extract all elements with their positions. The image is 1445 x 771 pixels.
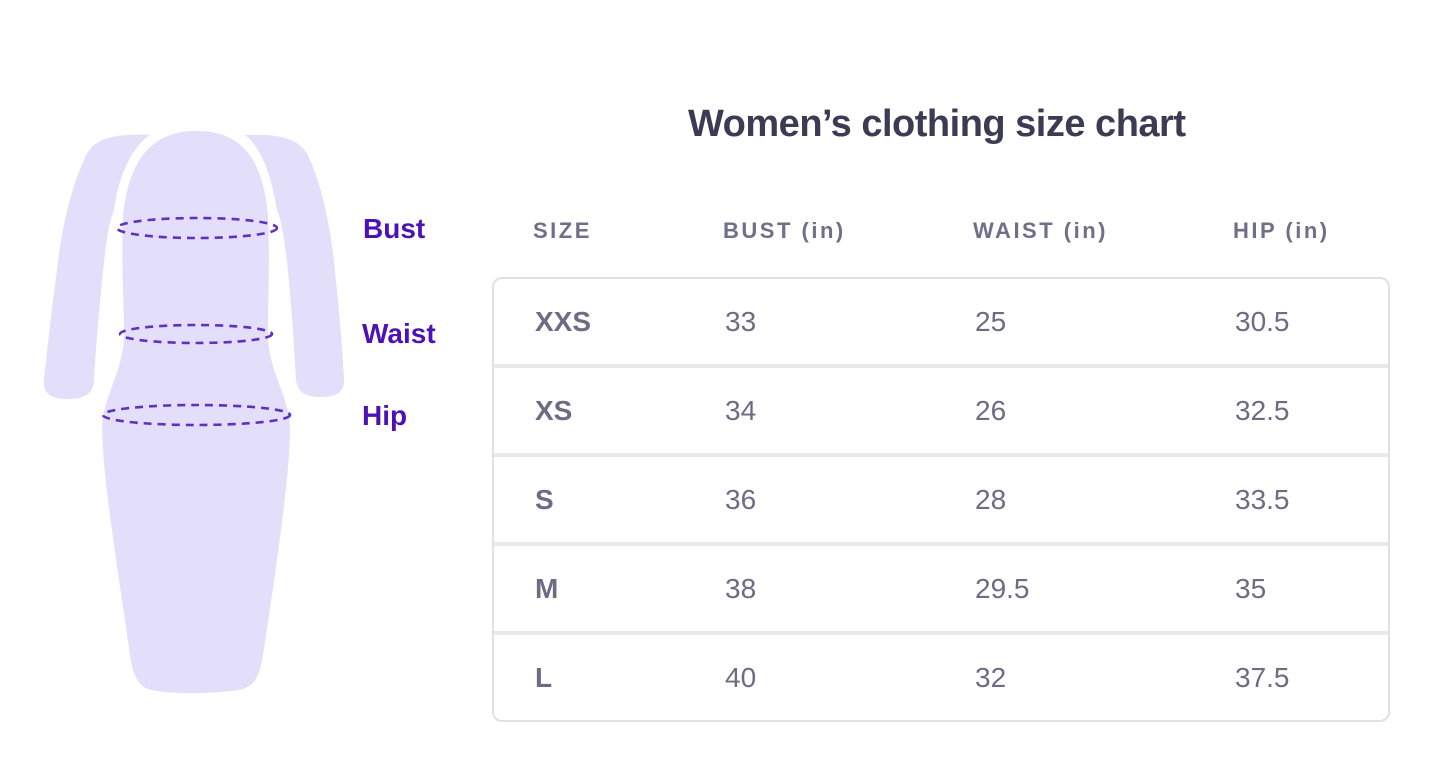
bust-cell: 40 <box>725 661 757 693</box>
table-row: XS 34 26 32.5 <box>494 368 1388 453</box>
waist-cell: 25 <box>975 305 1007 337</box>
hip-cell: 33.5 <box>1235 483 1290 515</box>
table-row: M 38 29.5 35 <box>494 546 1388 631</box>
bust-cell: 34 <box>725 394 757 426</box>
column-header-waist: WAIST (in) <box>973 218 1108 243</box>
column-header-size: SIZE <box>533 218 592 243</box>
page-title: Women’s clothing size chart <box>688 103 1186 145</box>
hip-cell: 37.5 <box>1235 661 1290 693</box>
waist-cell: 26 <box>975 394 1007 426</box>
column-header-hip: HIP (in) <box>1233 218 1330 243</box>
dress-body <box>102 131 290 693</box>
hip-cell: 30.5 <box>1235 305 1290 337</box>
table-column-headers: SIZE BUST (in) WAIST (in) HIP (in) <box>492 218 1390 244</box>
bust-cell: 33 <box>725 305 757 337</box>
table-row: L 40 32 37.5 <box>494 635 1388 720</box>
size-cell: M <box>535 572 559 604</box>
waist-cell: 29.5 <box>975 572 1030 604</box>
table-row: XXS 33 25 30.5 <box>494 279 1388 364</box>
bust-cell: 38 <box>725 572 757 604</box>
dress-left-sleeve <box>43 134 151 399</box>
dress-illustration <box>43 131 345 693</box>
dress-right-sleeve <box>245 134 345 397</box>
waist-cell: 32 <box>975 661 1007 693</box>
hip-label: Hip <box>362 400 408 431</box>
waist-cell: 28 <box>975 483 1007 515</box>
size-table: XXS 33 25 30.5 XS 34 26 32.5 S 36 28 33.… <box>492 277 1390 722</box>
size-cell: L <box>535 661 553 693</box>
bust-label: Bust <box>363 213 426 244</box>
hip-measure-ellipse <box>101 403 292 427</box>
table-row: S 36 28 33.5 <box>494 457 1388 542</box>
size-cell: S <box>535 483 554 515</box>
hip-cell: 32.5 <box>1235 394 1290 426</box>
size-cell: XXS <box>535 305 592 337</box>
waist-label: Waist <box>362 318 436 349</box>
bust-cell: 36 <box>725 483 757 515</box>
waist-measure-ellipse <box>118 323 274 345</box>
column-header-bust: BUST (in) <box>723 218 846 243</box>
size-cell: XS <box>535 394 573 426</box>
bust-measure-ellipse <box>115 216 279 240</box>
hip-cell: 35 <box>1235 572 1267 604</box>
